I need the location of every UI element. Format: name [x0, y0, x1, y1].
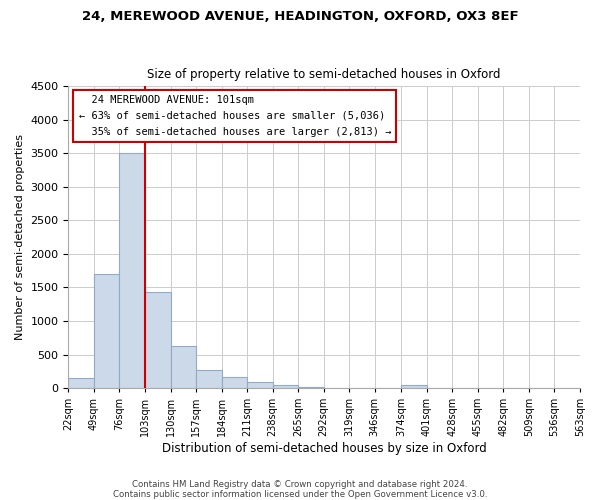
Text: Contains public sector information licensed under the Open Government Licence v3: Contains public sector information licen… — [113, 490, 487, 499]
Bar — [94, 274, 119, 388]
Text: Contains HM Land Registry data © Crown copyright and database right 2024.: Contains HM Land Registry data © Crown c… — [132, 480, 468, 489]
Bar — [145, 292, 170, 388]
Bar — [401, 386, 427, 388]
Bar — [272, 386, 298, 388]
Bar — [119, 154, 145, 388]
Bar — [196, 370, 221, 388]
Text: 24, MEREWOOD AVENUE, HEADINGTON, OXFORD, OX3 8EF: 24, MEREWOOD AVENUE, HEADINGTON, OXFORD,… — [82, 10, 518, 23]
Text: 24 MEREWOOD AVENUE: 101sqm  
← 63% of semi-detached houses are smaller (5,036)
 : 24 MEREWOOD AVENUE: 101sqm ← 63% of semi… — [79, 96, 391, 136]
Bar — [221, 378, 247, 388]
Bar — [68, 378, 94, 388]
Bar — [170, 346, 196, 388]
Bar — [247, 382, 272, 388]
Bar — [298, 387, 324, 388]
X-axis label: Distribution of semi-detached houses by size in Oxford: Distribution of semi-detached houses by … — [162, 442, 487, 455]
Title: Size of property relative to semi-detached houses in Oxford: Size of property relative to semi-detach… — [148, 68, 501, 81]
Y-axis label: Number of semi-detached properties: Number of semi-detached properties — [15, 134, 25, 340]
